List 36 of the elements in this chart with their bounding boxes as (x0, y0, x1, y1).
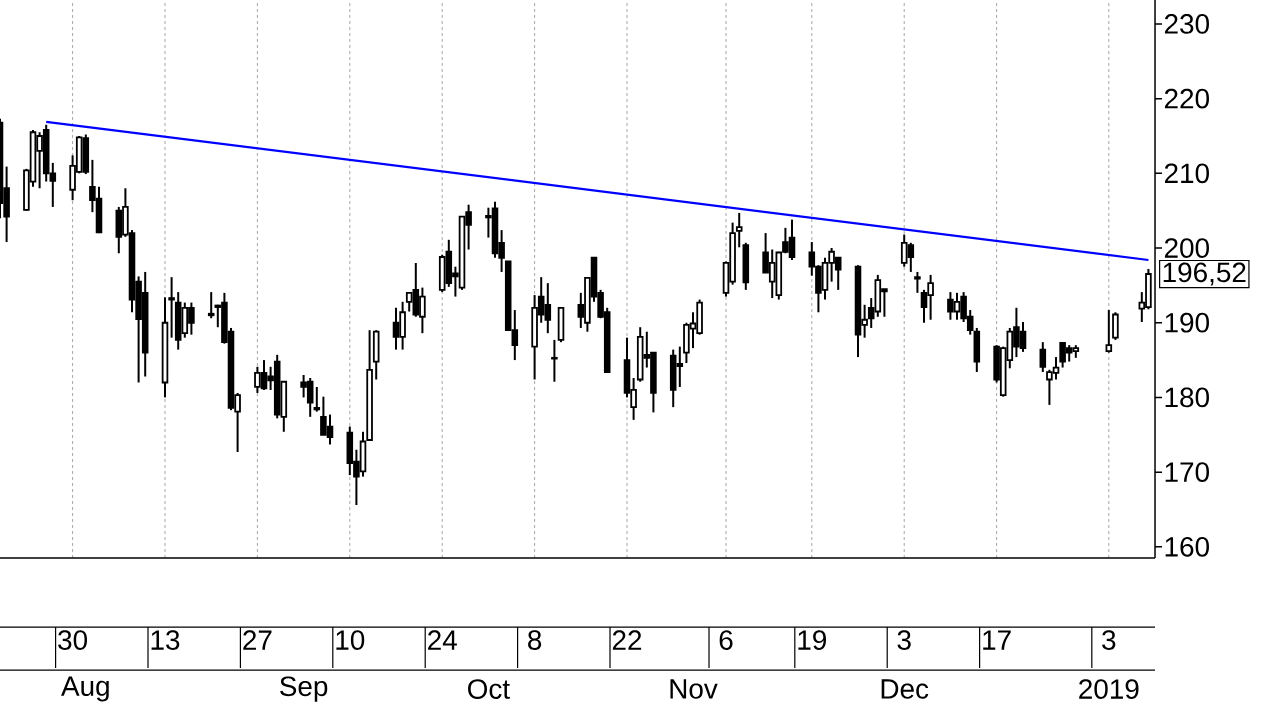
x-tick-label: 8 (528, 630, 542, 650)
x2-tick-label: Nov (670, 679, 718, 699)
text: 196,52 (1163, 262, 1246, 286)
candlestick (313, 385, 321, 413)
x-tick-label: 10 (336, 630, 365, 650)
x2-tick-label: Dec (881, 679, 929, 699)
candlestick (1112, 311, 1119, 341)
candlestick (168, 276, 175, 339)
y-tick-label: 210 (1164, 163, 1209, 184)
candlestick (735, 211, 743, 249)
candlestick (207, 291, 215, 320)
x2-tick-label: Sep (280, 676, 328, 702)
x2-tick-label: Aug (61, 676, 109, 702)
x2-tick-label: 2019 (1079, 679, 1139, 699)
x-tick-label: 30 (58, 630, 88, 650)
x-tick-label: 19 (798, 630, 826, 650)
x-tick-label: 24 (428, 630, 457, 650)
candlestick (551, 338, 558, 383)
y-tick-label: 200 (1164, 238, 1209, 258)
y-tick-label: 170 (1165, 462, 1209, 482)
candlestick (914, 270, 921, 294)
x-tick-label: 13 (151, 630, 180, 650)
x-tick-label: 6 (719, 630, 733, 650)
y-tick-label: 180 (1165, 387, 1209, 408)
x-tick-label: 3 (897, 630, 911, 650)
y-tick-label: 230 (1164, 14, 1209, 34)
x2-tick-label: Oct (468, 679, 510, 699)
x-tick-label: 17 (983, 630, 1011, 650)
y-tick-label: 160 (1165, 536, 1209, 557)
x-tick-label: 27 (243, 630, 272, 650)
y-tick-label: 190 (1165, 312, 1209, 333)
y-tick-label: 220 (1164, 88, 1209, 109)
candlestick (1105, 309, 1113, 354)
x-tick-label: 3 (1102, 630, 1116, 650)
candlestick (1039, 341, 1047, 374)
x-tick-label: 22 (612, 630, 642, 650)
